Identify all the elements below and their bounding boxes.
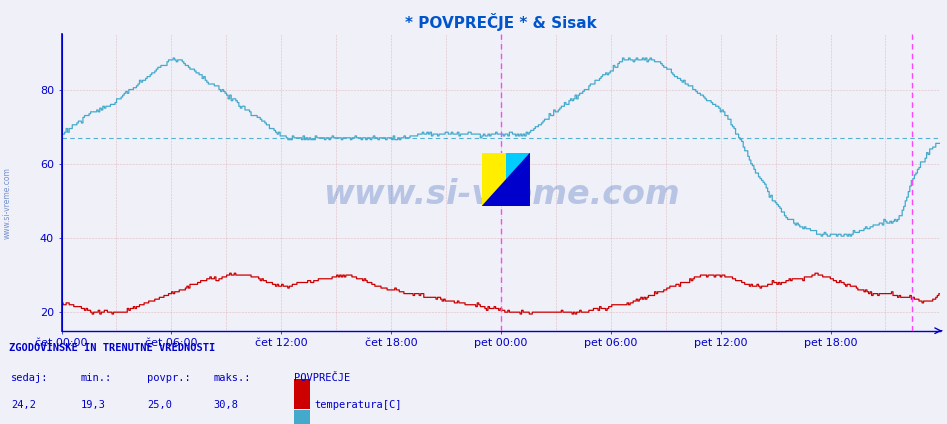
Bar bbox=[294, 379, 310, 409]
Text: povpr.:: povpr.: bbox=[147, 373, 190, 383]
Text: 30,8: 30,8 bbox=[213, 400, 238, 410]
Text: 25,0: 25,0 bbox=[147, 400, 171, 410]
Text: maks.:: maks.: bbox=[213, 373, 251, 383]
Text: 19,3: 19,3 bbox=[80, 400, 105, 410]
Polygon shape bbox=[506, 153, 530, 206]
Text: www.si-vreme.com: www.si-vreme.com bbox=[323, 178, 679, 211]
Text: ZGODOVINSKE IN TRENUTNE VREDNOSTI: ZGODOVINSKE IN TRENUTNE VREDNOSTI bbox=[9, 343, 216, 354]
Text: temperatura[C]: temperatura[C] bbox=[314, 400, 402, 410]
Text: 24,2: 24,2 bbox=[11, 400, 36, 410]
Text: min.:: min.: bbox=[80, 373, 112, 383]
Text: www.si-vreme.com: www.si-vreme.com bbox=[3, 167, 12, 240]
Bar bbox=[294, 410, 310, 424]
Polygon shape bbox=[482, 153, 506, 206]
Title: * POVPREČJE * & Sisak: * POVPREČJE * & Sisak bbox=[405, 14, 597, 31]
Text: sedaj:: sedaj: bbox=[11, 373, 49, 383]
Text: POVPREČJE: POVPREČJE bbox=[294, 373, 349, 383]
Polygon shape bbox=[482, 153, 530, 206]
